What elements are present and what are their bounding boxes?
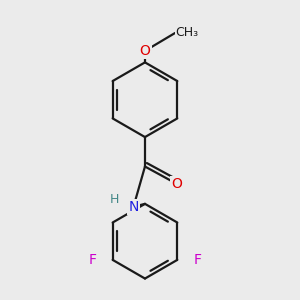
- Text: O: O: [171, 177, 182, 191]
- Text: F: F: [194, 253, 201, 267]
- Text: O: O: [140, 44, 150, 58]
- Text: CH₃: CH₃: [175, 26, 198, 39]
- Text: H: H: [110, 193, 119, 206]
- Text: N: N: [128, 200, 139, 214]
- Text: F: F: [88, 253, 97, 267]
